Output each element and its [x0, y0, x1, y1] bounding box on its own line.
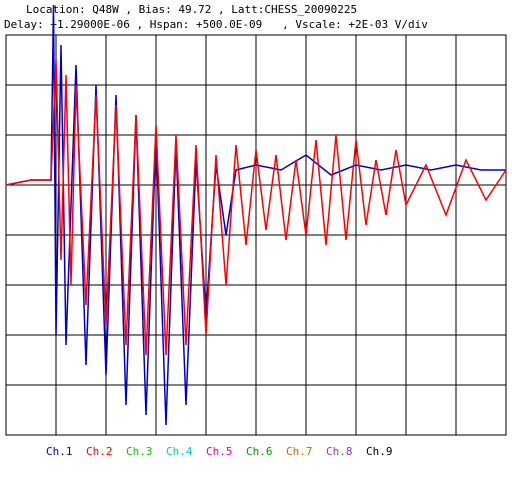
- legend-item-ch7: Ch.7: [286, 445, 313, 458]
- legend-item-ch6: Ch.6: [246, 445, 273, 458]
- legend-item-ch5: Ch.5: [206, 445, 233, 458]
- legend-item-ch9: Ch.9: [366, 445, 393, 458]
- legend-item-ch1: Ch.1: [46, 445, 73, 458]
- legend-item-ch8: Ch.8: [326, 445, 353, 458]
- legend-item-ch4: Ch.4: [166, 445, 193, 458]
- legend-item-ch2: Ch.2: [86, 445, 113, 458]
- trace-group: [5, 4, 507, 426]
- header-line-1: Location: Q48W , Bias: 49.72 , Latt:CHES…: [26, 3, 358, 16]
- trace-ch2: [5, 59, 507, 356]
- legend-item-ch3: Ch.3: [126, 445, 153, 458]
- header-line-2: Delay: +1.29000E-06 , Hspan: +500.0E-09 …: [4, 18, 428, 31]
